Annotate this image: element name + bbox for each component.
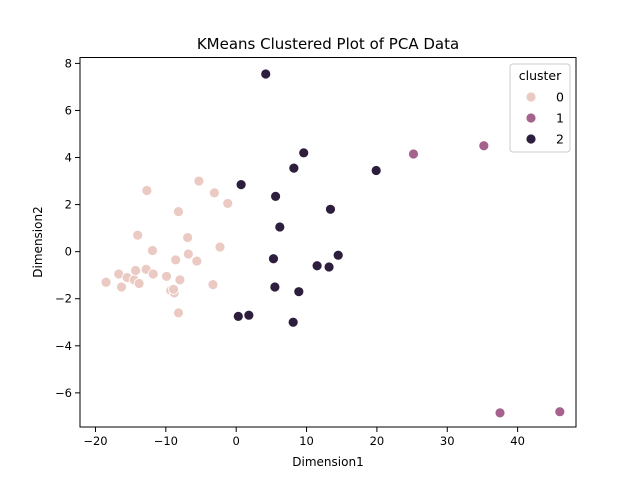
y-tick-label: 6 <box>65 103 72 117</box>
cluster-2-point <box>333 250 343 260</box>
cluster-2-point <box>288 317 298 327</box>
cluster-0-point <box>173 308 183 318</box>
y-tick-label: −2 <box>55 292 72 306</box>
y-tick-label: 0 <box>65 245 72 259</box>
cluster-1-point <box>555 407 565 417</box>
cluster-0-point <box>209 188 219 198</box>
cluster-0-point <box>169 284 179 294</box>
legend-label-1: 1 <box>556 111 564 126</box>
legend-title: cluster <box>519 68 562 83</box>
legend-label-0: 0 <box>556 90 564 105</box>
cluster-0-point <box>183 233 193 243</box>
cluster-2-point <box>268 254 278 264</box>
cluster-2-point <box>271 191 281 201</box>
chart-title: KMeans Clustered Plot of PCA Data <box>197 35 459 53</box>
cluster-2-point <box>299 148 309 158</box>
cluster-0-point <box>162 271 172 281</box>
cluster-2-point <box>325 204 335 214</box>
cluster-2-point <box>244 310 254 320</box>
x-tick-label: 40 <box>510 434 525 448</box>
cluster-2-point <box>236 180 246 190</box>
cluster-0-point <box>208 280 218 290</box>
y-tick-label: 8 <box>65 56 72 70</box>
cluster-0-point <box>183 249 193 259</box>
cluster-0-point <box>131 265 141 275</box>
x-tick-label: 20 <box>370 434 385 448</box>
cluster-2-point <box>324 262 334 272</box>
cluster-0-point <box>215 242 225 252</box>
legend-marker-0 <box>526 92 536 102</box>
cluster-2-point <box>261 69 271 79</box>
cluster-2-point <box>233 311 243 321</box>
x-tick-label: 0 <box>233 434 240 448</box>
x-tick-label: 10 <box>299 434 314 448</box>
cluster-0-point <box>171 255 181 265</box>
legend-label-2: 2 <box>556 132 564 147</box>
x-tick-label: −20 <box>83 434 107 448</box>
cluster-1-point <box>495 408 505 418</box>
cluster-0-point <box>173 207 183 217</box>
cluster-1-point <box>408 149 418 159</box>
cluster-0-point <box>223 198 233 208</box>
cluster-0-point <box>142 185 152 195</box>
cluster-0-point <box>194 176 204 186</box>
cluster-2-point <box>312 261 322 271</box>
cluster-2-point <box>270 282 280 292</box>
cluster-0-point <box>175 275 185 285</box>
y-axis-label: Dimension2 <box>31 206 45 277</box>
y-tick-label: −6 <box>55 386 72 400</box>
y-tick-label: 2 <box>65 198 72 212</box>
legend-marker-2 <box>526 134 536 144</box>
cluster-0-point <box>148 269 158 279</box>
cluster-1-point <box>479 141 489 151</box>
cluster-2-point <box>371 165 381 175</box>
x-tick-label: 30 <box>440 434 455 448</box>
y-tick-label: −4 <box>55 339 72 353</box>
cluster-2-point <box>294 287 304 297</box>
cluster-0-point <box>133 230 143 240</box>
legend: cluster 0 1 2 <box>510 64 570 152</box>
cluster-0-point <box>147 245 157 255</box>
y-tick-label: 4 <box>65 151 72 165</box>
cluster-0-point <box>101 277 111 287</box>
cluster-0-point <box>134 278 144 288</box>
cluster-0-point <box>117 282 127 292</box>
cluster-2-point <box>275 222 285 232</box>
cluster-0-point <box>192 256 202 266</box>
cluster-2-point <box>289 163 299 173</box>
x-tick-label: −10 <box>154 434 178 448</box>
x-axis-label: Dimension1 <box>292 455 363 469</box>
legend-marker-1 <box>526 113 536 123</box>
